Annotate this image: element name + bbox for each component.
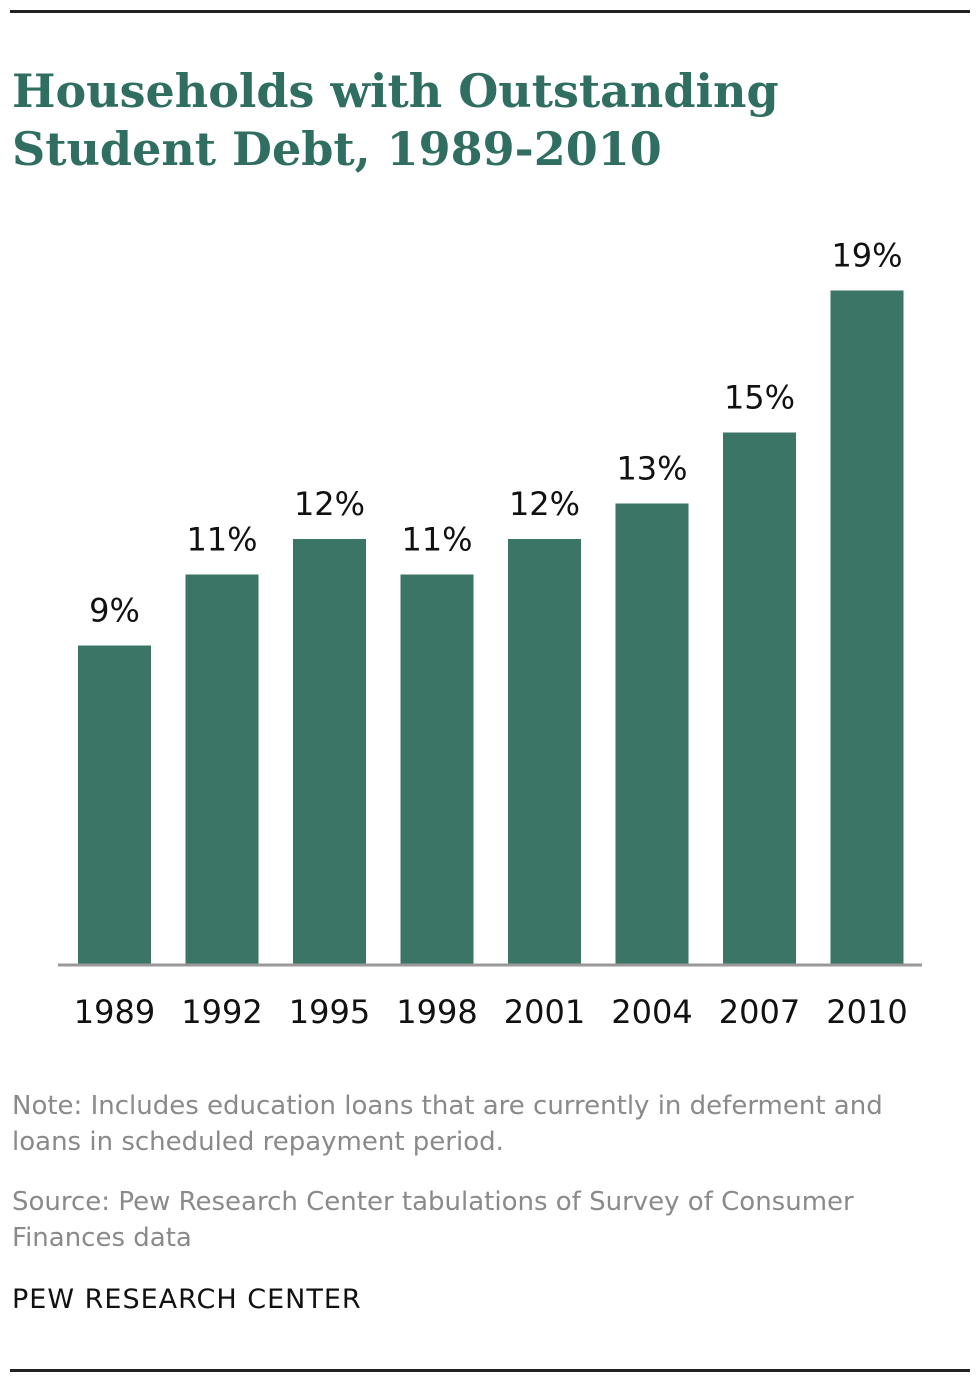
bar-2010 bbox=[830, 290, 904, 965]
bar-value-label-1989: 9% bbox=[89, 592, 140, 630]
bar-value-label-2001: 12% bbox=[509, 485, 580, 523]
bar-2007 bbox=[723, 432, 796, 965]
top-rule bbox=[10, 10, 970, 13]
x-tick-label-1989: 1989 bbox=[74, 993, 155, 1031]
bar-1989 bbox=[78, 645, 151, 965]
bar-value-label-2010: 19% bbox=[831, 237, 902, 275]
x-tick-label-2004: 2004 bbox=[611, 993, 692, 1031]
x-tick-labels: 1989 1992 1995 1998 2001 2004 2007 2010 bbox=[74, 993, 908, 1031]
x-tick-label-2007: 2007 bbox=[719, 993, 800, 1031]
bar-value-label-1998: 11% bbox=[401, 521, 472, 559]
x-tick-label-1995: 1995 bbox=[289, 993, 370, 1031]
brand-logo-text: PEW RESEARCH CENTER bbox=[12, 1284, 362, 1315]
bars-group: 9% 11% 12% 11% 12% 13% 15% 19% bbox=[78, 237, 904, 965]
bar-value-label-2004: 13% bbox=[616, 450, 687, 488]
chart-note: Note: Includes education loans that are … bbox=[12, 1091, 883, 1157]
chart-source: Source: Pew Research Center tabulations … bbox=[12, 1187, 854, 1253]
x-tick-label-1992: 1992 bbox=[181, 993, 262, 1031]
bottom-rule bbox=[10, 1369, 970, 1372]
bar-1992 bbox=[185, 574, 259, 965]
bar-value-label-2007: 15% bbox=[724, 379, 795, 417]
bar-value-label-1995: 12% bbox=[294, 485, 365, 523]
bar-2001 bbox=[508, 539, 581, 965]
x-tick-label-2001: 2001 bbox=[504, 993, 585, 1031]
chart-title: Households with Outstanding Student Debt… bbox=[12, 64, 779, 176]
bar-2004 bbox=[615, 503, 689, 965]
x-tick-label-1998: 1998 bbox=[396, 993, 477, 1031]
bar-value-label-1992: 11% bbox=[186, 521, 257, 559]
x-tick-label-2010: 2010 bbox=[826, 993, 907, 1031]
bar-1995 bbox=[293, 539, 366, 965]
bar-1998 bbox=[400, 574, 474, 965]
bar-chart: 9% 11% 12% 11% 12% 13% 15% 19% 1989 1992 1995 1998… bbox=[58, 237, 922, 1031]
